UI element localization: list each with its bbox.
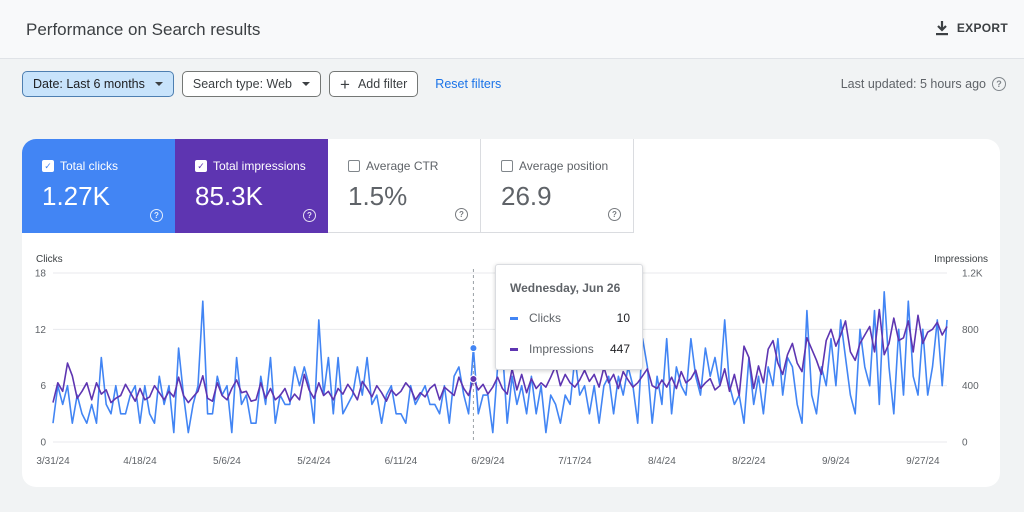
help-icon[interactable]: ? (455, 208, 468, 221)
date-filter-chip[interactable]: Date: Last 6 months (22, 71, 174, 97)
impressions-highlight-point (469, 375, 478, 384)
impressions-legend-swatch (510, 347, 518, 351)
help-icon[interactable]: ? (303, 209, 316, 222)
chart-tooltip: Wednesday, Jun 26 Clicks 10 Impressions … (495, 264, 643, 370)
tooltip-row-clicks: Clicks 10 (510, 311, 630, 325)
metric-total-clicks[interactable]: ✓ Total clicks 1.27K ? (22, 139, 175, 233)
checkbox-checked-icon[interactable]: ✓ (42, 160, 54, 172)
help-icon[interactable]: ? (992, 77, 1006, 91)
metric-value: 26.9 (501, 181, 552, 211)
clicks-legend-swatch (510, 316, 518, 320)
export-label: EXPORT (956, 21, 1008, 35)
metric-value: 1.27K (42, 181, 110, 211)
y-left-axis-title: Clicks (36, 254, 63, 265)
x-tick-label: 5/6/24 (213, 456, 241, 467)
metric-average-ctr[interactable]: Average CTR 1.5% ? (328, 139, 481, 233)
filter-bar: Date: Last 6 months Search type: Web + A… (22, 71, 501, 97)
help-icon[interactable]: ? (150, 209, 163, 222)
help-icon[interactable]: ? (608, 208, 621, 221)
x-tick-label: 3/31/24 (36, 456, 70, 467)
y-right-tick-label: 800 (962, 325, 979, 336)
y-left-tick-label: 0 (40, 438, 46, 449)
metric-label: Average position (519, 159, 609, 173)
search-type-chip[interactable]: Search type: Web (181, 71, 322, 97)
x-tick-label: 7/17/24 (558, 456, 592, 467)
tooltip-value: 447 (609, 342, 630, 356)
x-tick-label: 5/24/24 (297, 456, 331, 467)
impressions-series-line (52, 308, 948, 404)
metric-label: Average CTR (366, 159, 439, 173)
x-tick-label: 9/9/24 (822, 456, 850, 467)
tooltip-label: Clicks (529, 311, 561, 325)
y-right-axis-title: Impressions (934, 254, 988, 265)
y-left-tick-label: 6 (40, 381, 46, 392)
x-tick-label: 6/29/24 (471, 456, 505, 467)
top-bar: Performance on Search results EXPORT (0, 0, 1024, 59)
date-filter-label: Date: Last 6 months (33, 77, 145, 91)
metric-value: 1.5% (348, 181, 408, 211)
clicks-highlight-point (469, 344, 478, 353)
metric-value: 85.3K (195, 181, 263, 211)
tooltip-label: Impressions (529, 342, 594, 356)
add-filter-button[interactable]: + Add filter (329, 71, 419, 97)
metric-label: Total clicks (60, 159, 119, 173)
last-updated-text: Last updated: 5 hours ago (840, 77, 986, 91)
checkbox-checked-icon[interactable]: ✓ (195, 160, 207, 172)
y-left-tick-label: 18 (35, 269, 47, 280)
page-title: Performance on Search results (26, 20, 261, 39)
y-right-tick-label: 400 (962, 381, 979, 392)
metric-label: Total impressions (213, 159, 306, 173)
dropdown-caret-icon (154, 82, 163, 86)
reset-filters-link[interactable]: Reset filters (435, 77, 502, 91)
metric-total-impressions[interactable]: ✓ Total impressions 85.3K ? (175, 139, 328, 233)
tooltip-row-impressions: Impressions 447 (510, 342, 630, 356)
export-button[interactable]: EXPORT (935, 20, 1008, 36)
search-type-label: Search type: Web (192, 77, 293, 91)
checkbox-unchecked-icon[interactable] (348, 160, 360, 172)
metric-tabs: ✓ Total clicks 1.27K ? ✓ Total impressio… (22, 139, 634, 233)
last-updated: Last updated: 5 hours ago ? (841, 77, 1006, 91)
x-tick-label: 8/22/24 (732, 456, 766, 467)
y-right-tick-label: 0 (962, 438, 968, 449)
x-tick-label: 9/27/24 (906, 456, 940, 467)
x-tick-label: 4/18/24 (123, 456, 157, 467)
download-icon (935, 21, 948, 36)
x-tick-label: 8/4/24 (648, 456, 676, 467)
tooltip-value: 10 (616, 311, 630, 325)
x-tick-label: 6/11/24 (385, 456, 418, 467)
plus-icon: + (340, 74, 350, 94)
dropdown-caret-icon (302, 82, 311, 86)
checkbox-unchecked-icon[interactable] (501, 160, 513, 172)
y-left-tick-label: 12 (35, 325, 47, 336)
tooltip-date: Wednesday, Jun 26 (510, 281, 621, 295)
metric-average-position[interactable]: Average position 26.9 ? (481, 139, 634, 233)
performance-card: ✓ Total clicks 1.27K ? ✓ Total impressio… (22, 139, 1000, 487)
add-filter-label: Add filter (357, 77, 408, 91)
y-right-tick-label: 1.2K (962, 269, 983, 280)
